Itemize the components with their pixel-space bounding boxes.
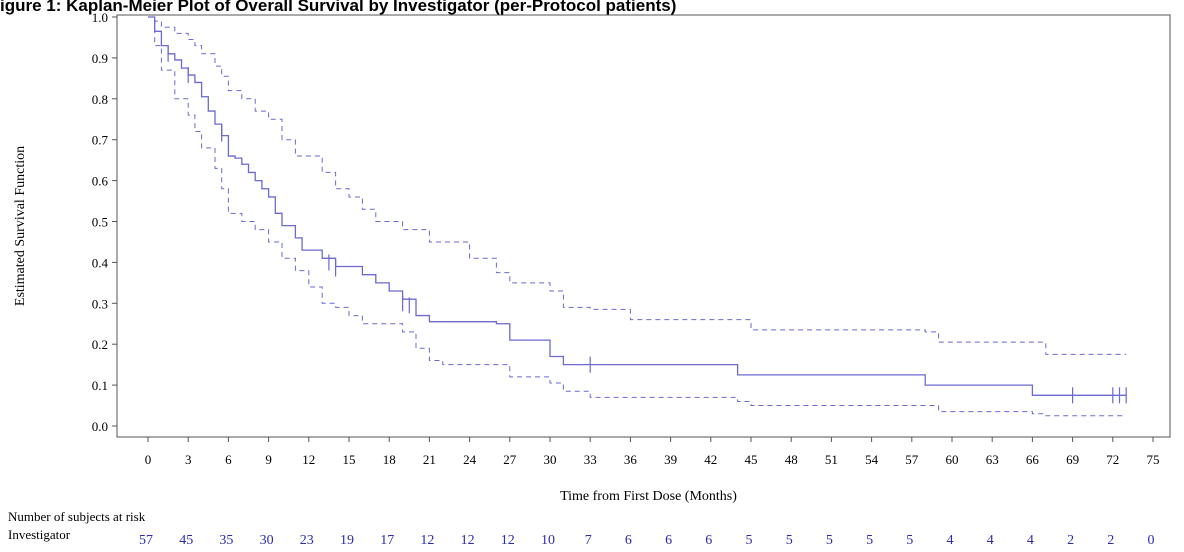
confidence-band-upper xyxy=(148,16,1127,355)
risk-count: 30 xyxy=(260,533,274,548)
risk-count: 5 xyxy=(866,533,873,548)
risk-count: 4 xyxy=(1027,533,1034,548)
y-tick-label: 0.8 xyxy=(92,92,108,107)
x-tick-label: 54 xyxy=(865,452,879,467)
x-tick-label: 69 xyxy=(1066,452,1079,467)
x-tick-label: 27 xyxy=(503,452,517,467)
risk-count: 10 xyxy=(541,533,555,548)
x-tick-label: 18 xyxy=(383,452,396,467)
risk-count: 5 xyxy=(826,533,833,548)
risk-count: 35 xyxy=(219,533,233,548)
x-tick-label: 45 xyxy=(745,452,758,467)
risk-count: 23 xyxy=(300,533,314,548)
confidence-band-lower xyxy=(148,16,1127,417)
plot-frame xyxy=(116,14,1171,438)
x-tick-label: 12 xyxy=(302,452,315,467)
x-tick-label: 66 xyxy=(1026,452,1040,467)
x-tick-label: 60 xyxy=(946,452,959,467)
x-axis-label: Time from First Dose (Months) xyxy=(560,489,737,504)
y-tick-label: 0.7 xyxy=(92,133,109,148)
y-axis-label: Estimated Survival Function xyxy=(13,146,28,306)
x-tick-label: 48 xyxy=(785,452,798,467)
x-tick-label: 72 xyxy=(1106,452,1119,467)
risk-count: 6 xyxy=(705,533,712,548)
risk-count: 7 xyxy=(585,533,592,548)
y-tick-label: 0.5 xyxy=(92,215,108,230)
x-tick-label: 9 xyxy=(265,452,272,467)
risk-count: 12 xyxy=(420,533,434,548)
risk-count: 0 xyxy=(1148,533,1155,548)
y-tick-label: 0.1 xyxy=(92,378,108,393)
risk-count: 2 xyxy=(1067,533,1074,548)
risk-count: 57 xyxy=(139,533,153,548)
risk-count: 19 xyxy=(340,533,354,548)
risk-count: 45 xyxy=(179,533,193,548)
y-tick-label: 1.0 xyxy=(92,10,108,25)
x-tick-label: 75 xyxy=(1147,452,1160,467)
x-tick-label: 0 xyxy=(145,452,152,467)
figure-caption: igure 1: Kaplan-Meier Plot of Overall Su… xyxy=(0,0,677,15)
risk-count: 12 xyxy=(461,533,475,548)
x-tick-label: 33 xyxy=(584,452,597,467)
risk-count: 6 xyxy=(665,533,672,548)
x-tick-label: 30 xyxy=(544,452,557,467)
x-tick-label: 36 xyxy=(624,452,638,467)
y-tick-label: 0.3 xyxy=(92,296,108,311)
y-tick-label: 0.2 xyxy=(92,337,108,352)
risk-count: 12 xyxy=(501,533,515,548)
risk-count: 4 xyxy=(987,533,994,548)
x-tick-label: 42 xyxy=(704,452,717,467)
x-tick-label: 63 xyxy=(986,452,999,467)
risk-count: 2 xyxy=(1107,533,1114,548)
x-tick-label: 21 xyxy=(423,452,436,467)
x-tick-label: 15 xyxy=(343,452,356,467)
risk-count: 5 xyxy=(746,533,753,548)
y-tick-label: 0.0 xyxy=(92,419,108,434)
risk-count: 4 xyxy=(947,533,954,548)
x-tick-label: 39 xyxy=(664,452,677,467)
x-tick-label: 3 xyxy=(185,452,192,467)
risk-count: 6 xyxy=(625,533,632,548)
risk-row-label: Investigator xyxy=(8,527,71,542)
y-tick-label: 0.6 xyxy=(92,174,109,189)
x-tick-label: 24 xyxy=(463,452,477,467)
risk-count: 17 xyxy=(380,533,394,548)
x-tick-label: 57 xyxy=(905,452,919,467)
y-tick-label: 0.4 xyxy=(92,255,109,270)
risk-count: 5 xyxy=(906,533,913,548)
risk-table-title: Number of subjects at risk xyxy=(8,509,146,524)
x-tick-label: 51 xyxy=(825,452,838,467)
risk-count: 5 xyxy=(786,533,793,548)
survival-curve xyxy=(148,16,1127,396)
x-tick-label: 6 xyxy=(225,452,232,467)
y-tick-label: 0.9 xyxy=(92,51,108,66)
